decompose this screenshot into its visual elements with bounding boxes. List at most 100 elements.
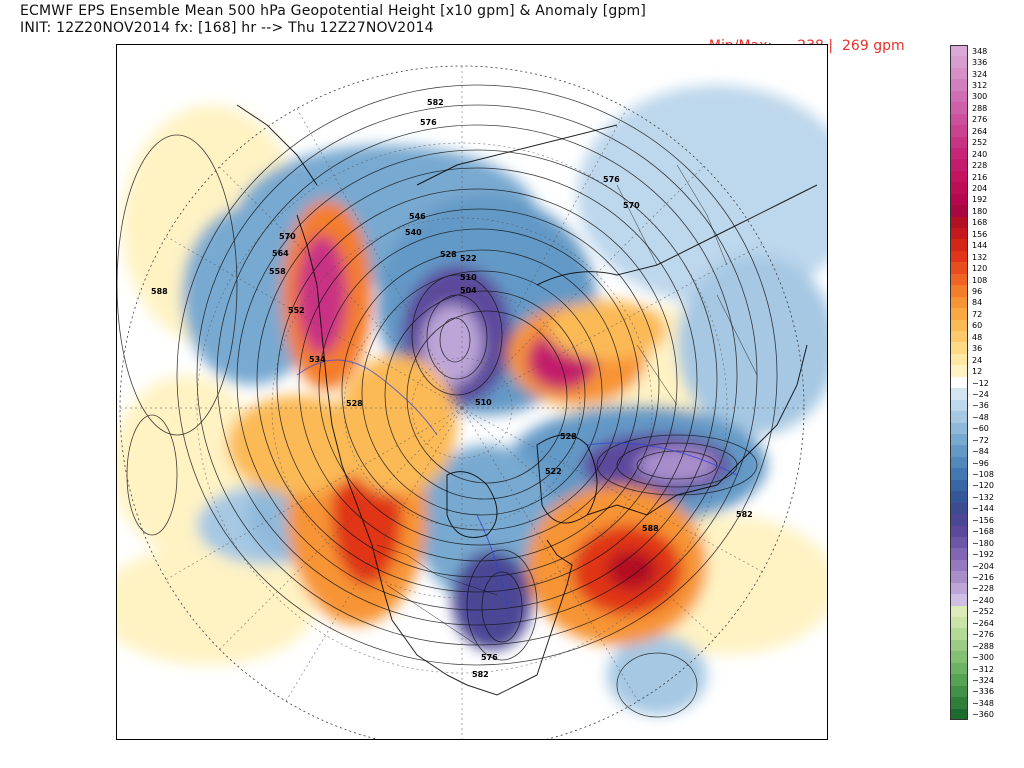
colorbar-label: 264 (972, 126, 988, 136)
colorbar-label: 324 (972, 69, 988, 79)
colorbar-label: −180 (972, 538, 994, 548)
colorbar-swatch (950, 285, 968, 298)
colorbar-label: −264 (972, 618, 994, 628)
contour-label-510-mid: 510 (475, 398, 492, 407)
colorbar-swatch (950, 308, 968, 321)
contour-label-588-left: 588 (151, 287, 168, 296)
colorbar-label: 24 (972, 355, 983, 365)
colorbar-label: 156 (972, 229, 988, 239)
contour-label-522-top: 522 (460, 254, 477, 263)
colorbar-label: 228 (972, 161, 988, 171)
contour-label-576-top: 576 (420, 118, 437, 127)
colorbar-label: 144 (972, 241, 988, 251)
colorbar-label: 84 (972, 298, 983, 308)
colorbar-label: −312 (972, 664, 994, 674)
contour-label-582-top: 582 (427, 98, 444, 107)
colorbar-label: −108 (972, 470, 994, 480)
colorbar-label: 216 (972, 172, 988, 182)
colorbar-label: −36 (972, 401, 989, 411)
colorbar-swatch (950, 697, 968, 710)
colorbar-swatch (950, 365, 968, 378)
colorbar-label: −144 (972, 504, 994, 514)
colorbar-swatch (950, 651, 968, 664)
colorbar-swatch (950, 388, 968, 401)
colorbar-swatch (950, 125, 968, 138)
colorbar-label: −192 (972, 550, 994, 560)
contour-label-582-bottom: 582 (472, 670, 489, 679)
colorbar-label: −24 (972, 389, 989, 399)
colorbar-label: −252 (972, 607, 994, 617)
colorbar-label: 72 (972, 309, 983, 319)
map-svg: 582 576 576 570 570 564 558 588 552 546 … (117, 45, 827, 739)
colorbar-swatch (950, 147, 968, 160)
colorbar-swatch (950, 685, 968, 698)
contour-label-570-right: 570 (623, 201, 640, 210)
colorbar-swatch (950, 502, 968, 515)
contour-label-510-top: 510 (460, 273, 477, 282)
colorbar-label: 108 (972, 275, 988, 285)
colorbar-swatch (950, 45, 968, 57)
colorbar-swatch (950, 708, 968, 721)
colorbar-label: 204 (972, 184, 988, 193)
colorbar-label: 240 (972, 149, 988, 159)
colorbar-swatch (950, 605, 968, 618)
colorbar-label: −360 (972, 710, 994, 720)
colorbar-swatch (950, 102, 968, 115)
colorbar-swatch (950, 239, 968, 252)
init-valid-line: INIT: 12Z20NOV2014 fx: [168] hr --> Thu … (20, 20, 434, 36)
colorbar-swatch (950, 136, 968, 149)
contour-label-522-right: 522 (545, 467, 562, 476)
colorbar-label: −48 (972, 412, 989, 422)
colorbar-swatch (950, 331, 968, 343)
max-value: 269 (842, 38, 869, 54)
blue-dashed-contours (296, 359, 738, 606)
colorbar-label: −288 (972, 641, 994, 651)
height-contours (117, 84, 778, 718)
colorbar-swatch (950, 296, 968, 309)
colorbar-label: −156 (972, 515, 994, 525)
colorbar-swatch (950, 159, 968, 172)
colorbar-label: −168 (972, 527, 994, 537)
colorbar-label: 168 (972, 218, 988, 228)
colorbar-swatch (950, 250, 968, 263)
colorbar-swatch (950, 571, 968, 584)
colorbar-swatch (950, 514, 968, 526)
contour-label-570-left: 570 (279, 232, 296, 241)
colorbar-label: −324 (972, 675, 994, 685)
contour-label-552: 552 (288, 306, 305, 315)
colorbar-label: 180 (972, 206, 988, 216)
colorbar-label: 120 (972, 264, 988, 274)
map-boundary-circle (119, 65, 805, 739)
contour-label-504: 504 (460, 286, 477, 295)
colorbar-label: −348 (972, 698, 994, 708)
colorbar-swatch (950, 468, 968, 481)
colorbar-label: −72 (972, 435, 989, 445)
colorbar-swatch (950, 353, 968, 366)
colorbar-swatch (950, 639, 968, 652)
colorbar-swatch (950, 113, 968, 126)
colorbar-swatch (950, 628, 968, 641)
contour-label-546: 546 (409, 212, 426, 221)
colorbar-swatch (950, 674, 968, 687)
colorbar-label: 336 (972, 58, 988, 68)
colorbar-swatch (950, 456, 968, 469)
min-max-separator: | (828, 38, 834, 54)
colorbar-swatch (950, 525, 968, 538)
colorbar-label: −96 (972, 458, 989, 468)
colorbar-label: −84 (972, 447, 989, 457)
colorbar-swatch (950, 594, 968, 607)
colorbar-label: 288 (972, 103, 988, 113)
colorbar-label: −336 (972, 687, 994, 697)
colorbar-swatch (950, 262, 968, 275)
colorbar-label: 192 (972, 195, 988, 205)
colorbar-label: −276 (972, 630, 994, 640)
colorbar-label: 132 (972, 252, 988, 262)
colorbar-label: 312 (972, 81, 988, 91)
chart-title: ECMWF EPS Ensemble Mean 500 hPa Geopoten… (20, 3, 647, 19)
colorbar-swatch (950, 559, 968, 572)
colorbar-swatch (950, 491, 968, 504)
colorbar-label: −216 (972, 572, 994, 582)
colorbar-swatch (950, 193, 968, 206)
colorbar-label: 348 (972, 46, 988, 56)
colorbar-swatch (950, 617, 968, 629)
